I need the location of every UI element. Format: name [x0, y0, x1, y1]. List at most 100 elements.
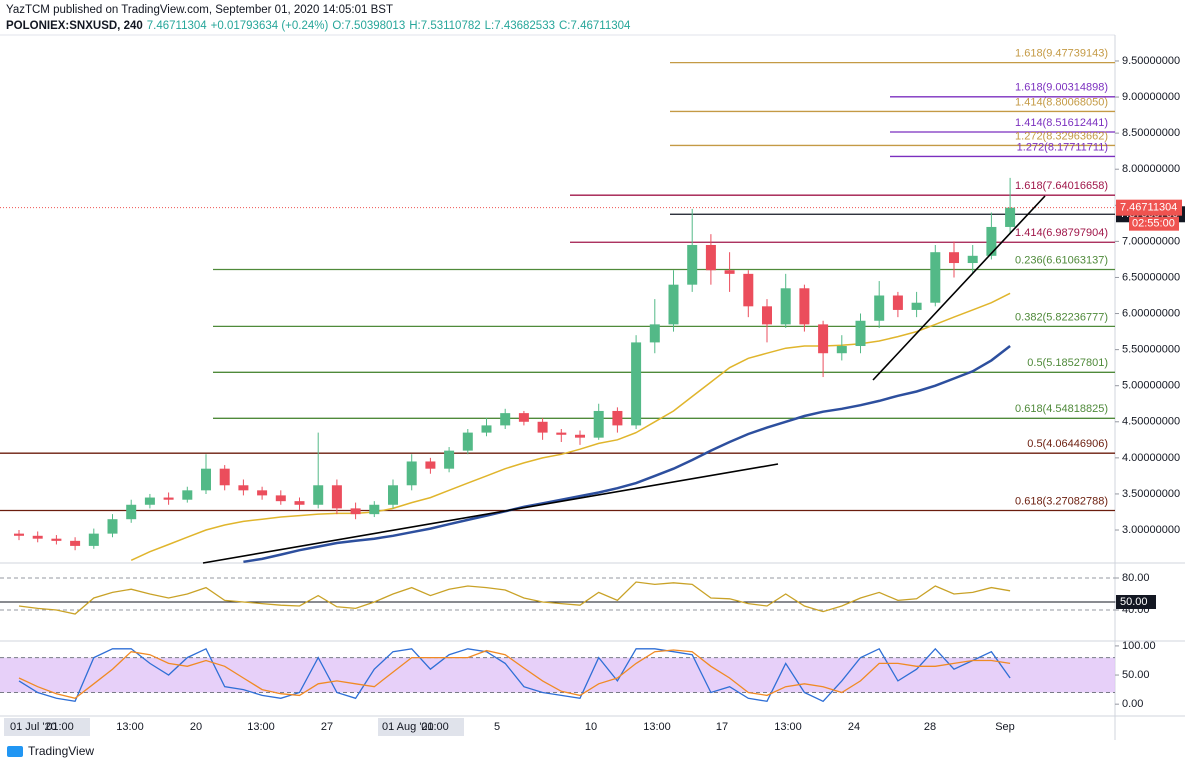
y-tick-label: 4.00000000 — [1122, 452, 1180, 464]
candle-body — [444, 450, 455, 469]
candle-body — [14, 533, 24, 536]
candle-body — [331, 485, 342, 509]
level-label: 1.618(9.00314898) — [1015, 82, 1108, 94]
y-tick-label: 8.50000000 — [1122, 127, 1180, 139]
y-tick-label: 50.00 — [1120, 596, 1148, 608]
candle-body — [275, 495, 286, 502]
candle-body — [1005, 207, 1016, 227]
candle-body — [182, 490, 193, 500]
candle-body — [537, 421, 548, 433]
candle-body — [126, 504, 137, 520]
level-label: 1.618(9.47739143) — [1015, 48, 1108, 60]
candle-body — [687, 244, 698, 285]
main-pane: 3.00000000 3.50000000 4.00000000 4.50000000… — [0, 48, 1185, 564]
candle-body — [518, 413, 529, 422]
candle-body — [911, 302, 922, 310]
level-label: 0.382(5.82236777) — [1015, 311, 1108, 323]
brand: TradingView — [28, 744, 94, 758]
crosshair-tag — [378, 718, 464, 736]
candle-body — [201, 468, 211, 491]
candle-body — [88, 533, 99, 546]
candle-body — [70, 540, 81, 546]
candle-body — [425, 461, 436, 469]
candle-body — [668, 284, 679, 325]
y-tick-label: 3.00000000 — [1122, 524, 1180, 536]
candle-body — [780, 288, 791, 325]
candle-body — [369, 504, 380, 515]
candle-body — [949, 252, 959, 264]
y-tick-label: 80.00 — [1122, 572, 1150, 584]
candle-body — [836, 346, 847, 354]
header: YazTCM published on TradingView.com, Sep… — [6, 2, 630, 34]
candle-body — [388, 485, 398, 505]
change: +0.01793634 (+0.24%) — [210, 20, 329, 32]
candle-body — [874, 295, 885, 321]
y-tick-label: 6.50000000 — [1122, 271, 1180, 283]
x-tick-label: Sep — [995, 721, 1015, 733]
candle-body — [163, 497, 174, 500]
y-tick-label: 5.50000000 — [1122, 344, 1180, 356]
high: H:7.53110782 — [409, 20, 481, 32]
candle-body — [481, 425, 492, 433]
series-line — [18, 581, 1011, 615]
level-label: 0.618(4.54818825) — [1015, 403, 1108, 415]
x-tick-label: 13:00 — [116, 721, 144, 733]
y-tick-label: 8.00000000 — [1122, 163, 1180, 175]
y-tick-label: 7.00000000 — [1122, 235, 1180, 247]
candle-body — [51, 538, 62, 541]
candle-body — [350, 508, 361, 515]
candle-body — [500, 413, 511, 426]
y-tick-label: 3.50000000 — [1122, 488, 1180, 500]
trendline — [202, 463, 779, 564]
candle-body — [967, 255, 978, 264]
crosshair-tag — [4, 718, 90, 736]
series-line — [18, 649, 1011, 700]
candle-body — [724, 270, 735, 274]
low: L:7.43682533 — [484, 20, 555, 32]
y-tick-label: 100.00 — [1122, 640, 1156, 652]
y-tick-label: 9.50000000 — [1122, 55, 1180, 67]
x-tick-label: 27 — [321, 721, 333, 733]
x-tick-label: 01:00 — [46, 721, 74, 733]
value-tag — [1116, 595, 1156, 609]
x-tick-label: 01:00 — [421, 721, 449, 733]
symbol-line: POLONIEX:SNXUSD, 240 7.46711304 +0.0179363… — [6, 18, 630, 34]
level-label: 0.236(6.61063137) — [1015, 254, 1108, 266]
candle-body — [855, 320, 866, 347]
x-tick-label: 01 Aug '20 — [382, 721, 434, 733]
candle-body — [257, 490, 268, 496]
x-tick-label: 28 — [924, 721, 936, 733]
x-tick-label: 13:00 — [247, 721, 275, 733]
x-tick-label: 17 — [716, 721, 728, 733]
y-tick-label: 9.00000000 — [1122, 91, 1180, 103]
level-label: 1.618(7.64016658) — [1015, 180, 1108, 192]
series-line — [243, 345, 1011, 564]
candle-body — [631, 342, 642, 426]
last-price-label: 7.46711304 — [1120, 202, 1177, 214]
open: O:7.50398013 — [332, 20, 406, 32]
trendline — [872, 195, 1046, 381]
level-label: 0.618(3.27082788) — [1015, 495, 1108, 507]
candle-body — [743, 273, 754, 307]
y-tick-label: 50.00 — [1122, 669, 1150, 681]
candle-body — [649, 324, 660, 343]
candle-body — [406, 461, 417, 486]
logo: TradingView — [7, 744, 94, 758]
candle-body — [930, 252, 941, 303]
countdown-tag — [1129, 216, 1179, 231]
level-label: 1.414(8.80068050) — [1015, 96, 1108, 108]
y-tick-label: 40.00 — [1122, 604, 1150, 616]
price: 7.46711304 — [146, 20, 207, 32]
symbol: POLONIEX:SNXUSD, 240 — [6, 20, 143, 32]
candle-body — [799, 288, 810, 325]
logo-icon — [7, 746, 23, 757]
stoch-pane: 100.00 50.00 0.00 — [0, 640, 1156, 710]
candle-body — [575, 434, 585, 438]
candle-body — [556, 432, 567, 435]
y-tick-label: 0.00 — [1122, 698, 1143, 710]
level-label: 1.414(8.51612441) — [1015, 117, 1108, 129]
